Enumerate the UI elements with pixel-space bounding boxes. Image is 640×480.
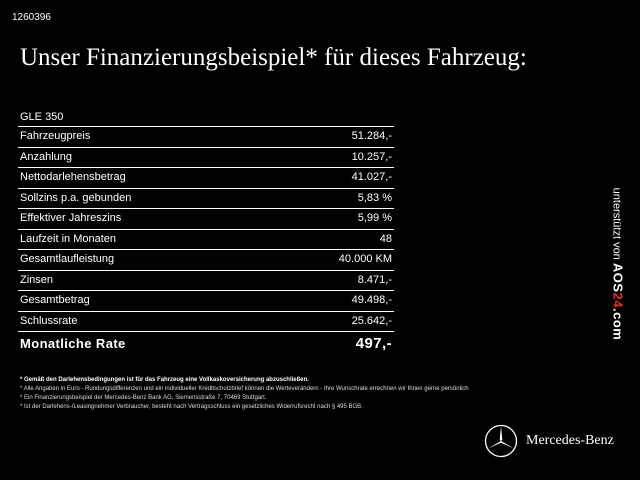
monthly-rate-row: Monatliche Rate 497,- [18,332,394,356]
row-value: 5,83 % [357,191,392,204]
side-prefix: unterstützt von [610,187,623,260]
reference-number: 1260396 [12,12,51,23]
aos24-logo: AOS24.com [611,263,626,340]
row-value: 8.471,- [357,273,392,286]
table-row: Anzahlung 10.257,- [18,148,394,168]
aos24-brand-main: AOS [610,262,626,293]
footnote: * Ein Finanzierungsbeispiel der Mercedes… [20,395,267,401]
row-label: Effektiver Jahreszins [20,212,122,224]
row-label: Gesamtlaufleistung [20,253,115,265]
table-row: Nettodarlehensbetrag 41.027,- [18,168,394,189]
brand-name: Mercedes-Benz [526,433,614,448]
monthly-rate-label: Monatliche Rate [20,336,126,351]
row-value: 10.257,- [351,150,392,163]
row-label: Laufzeit in Monaten [20,232,117,245]
side-branding: unterstützt von AOS24.com [603,176,633,352]
footnote: * Alle Angaben in Euro - Rundungsdiffere… [20,386,469,392]
row-label: Anzahlung [20,150,72,163]
row-value: 49.498,- [351,294,392,306]
mercedes-star-icon [484,424,518,458]
table-row: Sollzins p.a. gebunden 5,83 % [18,189,394,209]
monthly-rate-value: 497,- [355,335,392,352]
table-row: Fahrzeugpreis 51.284,- [18,127,394,148]
page-title: Unser Finanzierungsbeispiel* für dieses … [20,44,527,71]
aos24-brand-suffix: .com [610,308,626,341]
table-row: Schlussrate 25.642,- [18,312,394,332]
row-value: 48 [379,232,392,245]
mercedes-benz-logo: Mercedes-Benz [484,424,614,458]
row-label: Schlussrate [20,314,78,327]
row-label: Zinsen [20,273,54,286]
footnotes: * Gemäß den Darlehensbedingungen ist für… [20,376,620,412]
table-row: Gesamtbetrag 49.498,- [18,291,394,312]
financing-table: GLE 350 Fahrzeugpreis 51.284,- Anzahlung 10… [18,108,394,356]
row-value: 51.284,- [351,130,392,142]
footnote: * Gemäß den Darlehensbedingungen ist für… [20,377,309,383]
financing-rows: Fahrzeugpreis 51.284,- Anzahlung 10.257,- Ne… [18,127,394,332]
row-label: Nettodarlehensbetrag [20,171,126,183]
row-value: 40.000 KM [338,253,392,265]
row-label: Sollzins p.a. gebunden [20,191,132,204]
row-value: 25.642,- [351,314,392,327]
model-name: GLE 350 [18,108,394,127]
table-row: Zinsen 8.471,- [18,271,394,291]
row-value: 41.027,- [351,171,392,183]
table-row: Effektiver Jahreszins 5,99 % [18,209,394,230]
row-label: Fahrzeugpreis [20,130,91,142]
row-value: 5,99 % [357,212,392,224]
row-label: Gesamtbetrag [20,294,90,306]
table-row: Gesamtlaufleistung 40.000 KM [18,250,394,271]
aos24-brand-accent: 24 [610,292,626,309]
table-row: Laufzeit in Monaten 48 [18,230,394,250]
footnote: * Ist der Darlehens-/Leasingnehmer Verbr… [20,404,363,410]
